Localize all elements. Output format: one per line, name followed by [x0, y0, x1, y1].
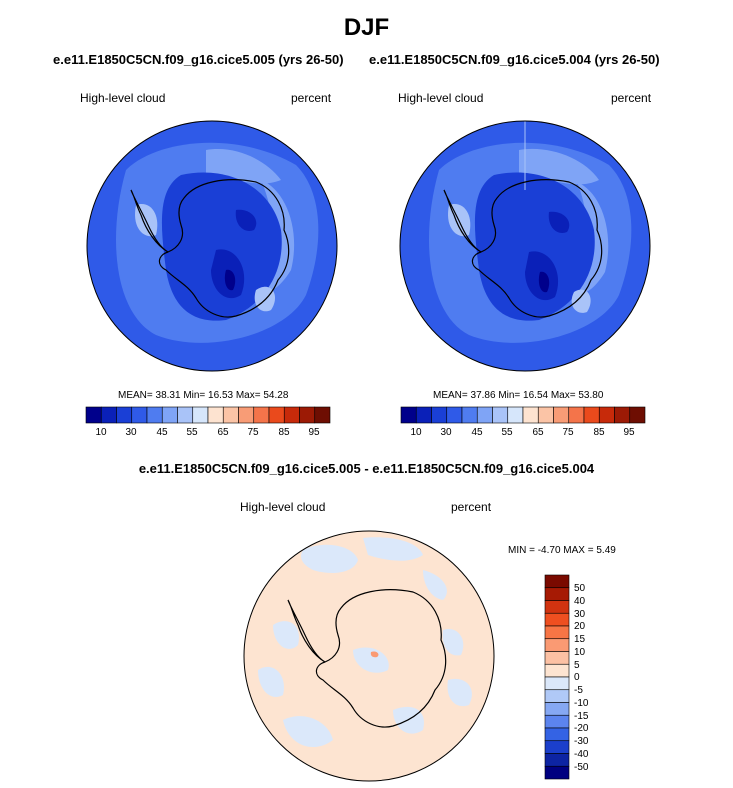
panel3-title: e.e11.E1850C5CN.f09_g16.cice5.005 - e.e1… — [138, 461, 595, 476]
panel1-colorbar-swatch — [253, 406, 270, 424]
panel3-tick: -50 — [574, 762, 589, 773]
panel2-colorbar-swatch — [614, 406, 631, 424]
panel3-tick: -30 — [574, 736, 589, 747]
panel2-right-label: percent — [611, 91, 652, 105]
panel1-colorbar — [85, 406, 331, 424]
panel3-colorbar-swatch — [544, 714, 570, 729]
panel2-colorbar-swatch — [583, 406, 600, 424]
panel2-colorbar-swatch — [446, 406, 463, 424]
panel1-tick: 65 — [217, 427, 229, 438]
panel1-tick: 45 — [156, 427, 168, 438]
panel1-tick: 95 — [308, 427, 320, 438]
panel3-tick: 5 — [574, 660, 580, 671]
panel2-tick: 55 — [501, 427, 513, 438]
panel3-colorbar-swatch — [544, 587, 570, 601]
panel3-stats: MIN = -4.70 MAX = 5.49 — [508, 545, 616, 556]
panel1-colorbar-swatch — [116, 406, 133, 424]
panel1-colorbar-swatch — [146, 406, 163, 424]
panel2-tick: 30 — [440, 427, 452, 438]
panel1-colorbar-swatch — [283, 406, 300, 424]
panel2-tick: 10 — [410, 427, 422, 438]
panel3-tick: -10 — [574, 698, 589, 709]
panel2-colorbar-swatch — [507, 406, 524, 424]
panel1-map — [86, 120, 338, 372]
panel3-colorbar-swatch — [544, 765, 570, 780]
panel2-tick: 65 — [532, 427, 544, 438]
panel2-title: e.e11.E1850C5CN.f09_g16.cice5.004 (yrs 2… — [369, 52, 660, 67]
panel3-tick: 40 — [574, 596, 586, 607]
panel3-colorbar-swatch — [544, 574, 570, 589]
panel2-tick: 95 — [623, 427, 635, 438]
panel1-colorbar-swatch — [314, 406, 331, 424]
panel2-colorbar-swatch — [537, 406, 554, 424]
panel1-tick: 55 — [186, 427, 198, 438]
panel2-colorbar — [400, 406, 646, 424]
panel3-tick: -40 — [574, 749, 589, 760]
panel3-colorbar-swatch — [544, 689, 570, 703]
panel2-colorbar-swatch — [598, 406, 615, 424]
panel2-colorbar-swatch — [568, 406, 585, 424]
panel3-colorbar-swatch — [544, 600, 570, 614]
panel2-tick: 85 — [593, 427, 605, 438]
panel2-tick: 45 — [471, 427, 483, 438]
panel2-colorbar-swatch — [415, 406, 432, 424]
panel2-map — [399, 120, 651, 372]
panel2-colorbar-swatch — [492, 406, 509, 424]
panel2-tick: 75 — [562, 427, 574, 438]
panel3-colorbar-swatch — [544, 676, 570, 691]
panel1-colorbar-swatch — [192, 406, 209, 424]
panel2-left-label: High-level cloud — [398, 91, 484, 105]
panel1-stats: MEAN= 38.31 Min= 16.53 Max= 54.28 — [118, 390, 289, 401]
panel1-colorbar-swatch — [238, 406, 255, 424]
panel1-colorbar-swatch — [85, 406, 102, 424]
panel3-colorbar-swatch — [544, 651, 570, 665]
panel3-tick: 50 — [574, 583, 586, 594]
page-title: DJF — [343, 14, 390, 41]
panel2-colorbar-swatch — [553, 406, 570, 424]
panel3-tick: 0 — [574, 672, 580, 683]
panel3-tick: 30 — [574, 609, 586, 620]
panel3-colorbar-swatch — [544, 638, 570, 652]
panel3-colorbar-swatch — [544, 663, 570, 678]
panel1-title: e.e11.E1850C5CN.f09_g16.cice5.005 (yrs 2… — [53, 52, 344, 67]
panel1-colorbar-swatch — [299, 406, 316, 424]
panel2-colorbar-swatch — [476, 406, 493, 424]
panel3-colorbar-swatch — [544, 727, 570, 742]
panel3-right-label: percent — [451, 500, 492, 514]
panel1-colorbar-swatch — [177, 406, 194, 424]
panel1-colorbar-swatch — [161, 406, 178, 424]
panel1-tick: 75 — [247, 427, 259, 438]
panel2-colorbar-swatch — [461, 406, 478, 424]
panel2-colorbar-swatch — [400, 406, 417, 424]
panel2-colorbar-swatch — [522, 406, 539, 424]
panel3-colorbar-swatch — [544, 740, 570, 754]
panel1-tick: 85 — [278, 427, 290, 438]
panel1-colorbar-swatch — [222, 406, 239, 424]
panel2-stats: MEAN= 37.86 Min= 16.54 Max= 53.80 — [433, 390, 604, 401]
panel3-colorbar-swatch — [544, 625, 570, 640]
panel3-tick: -15 — [574, 711, 589, 722]
panel3-tick: 20 — [574, 621, 586, 632]
panel3-tick: -20 — [574, 723, 589, 734]
panel1-tick: 10 — [95, 427, 107, 438]
panel3-tick: 15 — [574, 634, 586, 645]
panel3-map — [243, 530, 495, 782]
panel1-colorbar-swatch — [131, 406, 148, 424]
panel1-colorbar-swatch — [100, 406, 117, 424]
panel1-right-label: percent — [291, 91, 332, 105]
panel2-colorbar-swatch — [431, 406, 448, 424]
panel3-colorbar-swatch — [544, 612, 570, 627]
panel2-colorbar-swatch — [629, 406, 646, 424]
panel3-tick: -5 — [574, 685, 583, 696]
panel1-left-label: High-level cloud — [80, 91, 166, 105]
panel3-tick: 10 — [574, 647, 586, 658]
panel3-colorbar — [544, 574, 570, 780]
panel3-left-label: High-level cloud — [240, 500, 326, 514]
panel1-colorbar-swatch — [268, 406, 285, 424]
panel3-colorbar-swatch — [544, 702, 570, 716]
panel1-colorbar-swatch — [207, 406, 224, 424]
panel3-colorbar-swatch — [544, 753, 570, 767]
panel1-tick: 30 — [125, 427, 137, 438]
